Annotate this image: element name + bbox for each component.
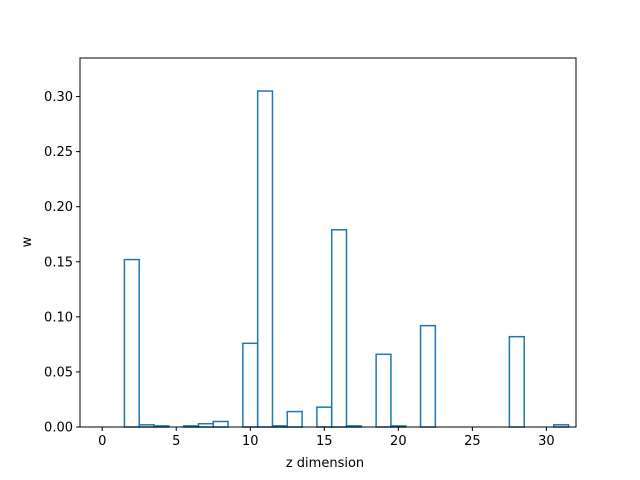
y-tick-label: 0.05 bbox=[44, 365, 73, 380]
y-tick-label: 0.25 bbox=[44, 145, 73, 160]
x-tick-label: 15 bbox=[316, 434, 333, 449]
x-tick-label: 10 bbox=[242, 434, 259, 449]
x-tick-label: 30 bbox=[538, 434, 555, 449]
x-axis-label: z dimension bbox=[286, 456, 364, 471]
axes-frame bbox=[79, 57, 577, 428]
plot-area bbox=[79, 57, 577, 428]
y-tick-label: 0.30 bbox=[44, 90, 73, 105]
y-axis-label: w bbox=[20, 236, 35, 247]
y-axis-ticks: 0.00 0.05 0.10 0.15 0.20 0.25 0.30 bbox=[44, 90, 80, 436]
y-tick-label: 0.00 bbox=[44, 421, 73, 436]
x-tick-label: 0 bbox=[98, 434, 106, 449]
x-axis-ticks: 0 5 10 15 20 25 30 bbox=[98, 427, 555, 449]
x-tick-label: 20 bbox=[390, 434, 407, 449]
y-tick-label: 0.15 bbox=[44, 255, 73, 270]
y-tick-label: 0.10 bbox=[44, 310, 73, 325]
y-tick-label: 0.20 bbox=[44, 200, 73, 215]
x-tick-label: 25 bbox=[464, 434, 481, 449]
x-tick-label: 5 bbox=[172, 434, 180, 449]
